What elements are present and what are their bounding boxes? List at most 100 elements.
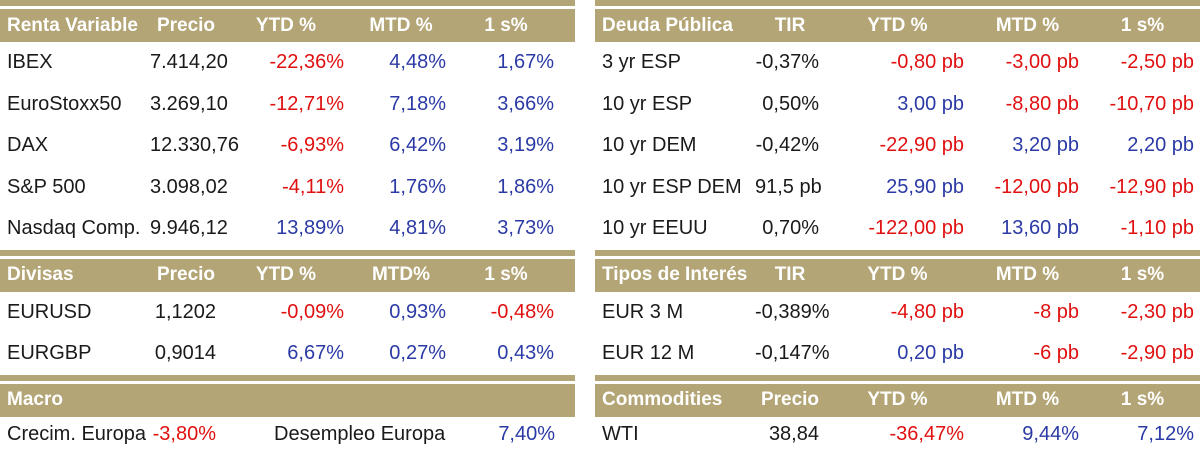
section-divider [0, 249, 575, 256]
value-cell: 4,81% [389, 217, 446, 240]
value-cell: -0,48% [490, 300, 554, 323]
value-cell: 9,44% [1022, 423, 1079, 445]
value-cell: -122,00 pb [868, 217, 964, 240]
value-cell: 0,20 pb [897, 342, 964, 365]
column-header: TIR [755, 9, 825, 42]
column-header: YTD % [825, 383, 970, 417]
section-title: Tipos de Interés [595, 258, 755, 292]
header-spacer [560, 9, 575, 42]
header-row: Macro [0, 383, 576, 417]
column-header: 1 s% [452, 9, 560, 42]
table-row: Nasdaq Comp. 9.946,12 13,89% 4,81% 3,73% [0, 208, 575, 250]
value-cell: 3.269,10 [150, 92, 228, 115]
section-divider [0, 374, 575, 381]
value-cell: 4,48% [389, 51, 446, 74]
value-cell: -0,80 pb [890, 51, 964, 74]
column-header: YTD % [222, 258, 350, 292]
row-label: 10 yr ESP DEM [602, 175, 742, 198]
value-cell: -2,30 pb [1120, 300, 1194, 323]
row-label: EURUSD [7, 300, 92, 323]
spacer-cell [560, 208, 575, 250]
value-cell: 6,67% [287, 342, 344, 365]
section-divider [0, 0, 575, 6]
value-cell: 1,76% [389, 175, 446, 198]
column-header: Precio [755, 383, 825, 417]
column-header: YTD % [222, 9, 350, 42]
row-label: IBEX [7, 51, 53, 74]
section-title: Deuda Pública [595, 9, 755, 42]
header-row: Renta Variable Precio YTD % MTD % 1 s% [0, 9, 575, 42]
table-row: EUR 12 M -0,147% 0,20 pb -6 pb -2,90 pb [595, 333, 1200, 375]
header-row: Divisas Precio YTD % MTD% 1 s% [0, 258, 575, 292]
row-label: EURGBP [7, 342, 92, 365]
table-row: 10 yr EEUU 0,70% -122,00 pb 13,60 pb -1,10 p… [595, 208, 1200, 250]
table-row: IBEX 7.414,20 -22,36% 4,48% 1,67% [0, 42, 575, 84]
value-cell: 7.414,20 [150, 51, 228, 74]
value-cell: -3,80% [152, 423, 216, 445]
row-label: Desempleo Europa [274, 423, 446, 445]
value-cell: -4,80 pb [890, 300, 964, 323]
value-cell: 7,18% [389, 92, 446, 115]
value-cell: 0,43% [497, 342, 554, 365]
macro-table: Macro Crecim. Europa -3,80% Desempleo Euro… [0, 383, 576, 453]
value-cell: 7,40% [498, 423, 556, 445]
header-spacer [560, 258, 575, 292]
row-label: EUR 3 M [602, 300, 684, 323]
row-label: 10 yr ESP [602, 92, 693, 115]
value-cell: 13,89% [276, 217, 344, 240]
column-header: MTD % [350, 9, 452, 42]
divisas-table: Divisas Precio YTD % MTD% 1 s% EURUSD 1,1… [0, 258, 575, 375]
spacer-cell [560, 84, 575, 126]
row-label: 10 yr DEM [602, 134, 697, 157]
value-cell: 3,66% [497, 92, 554, 115]
value-cell: -0,37% [755, 51, 819, 74]
section-title: Divisas [0, 258, 150, 292]
column-header: 1 s% [1085, 9, 1200, 42]
header-row: Tipos de Interés TIR YTD % MTD % 1 s% [595, 258, 1200, 292]
table-row: EuroStoxx50 3.269,10 -12,71% 7,18% 3,66% [0, 84, 575, 126]
table-row: EURGBP 0,9014 6,67% 0,27% 0,43% [0, 333, 575, 375]
section-divider [595, 249, 1200, 256]
value-cell: 0,50% [762, 92, 819, 115]
right-column: Deuda Pública TIR YTD % MTD % 1 s% 3 yr … [595, 0, 1200, 453]
table-row: 10 yr DEM -0,42% -22,90 pb 3,20 pb 2,20 pb [595, 125, 1200, 167]
table-row: 10 yr ESP DEM 91,5 pb 25,90 pb -12,00 pb -12… [595, 167, 1200, 209]
column-header: 1 s% [452, 258, 560, 292]
value-cell: -1,10 pb [1120, 217, 1194, 240]
value-cell: 25,90 pb [886, 175, 964, 198]
value-cell: -36,47% [889, 423, 965, 445]
row-label: DAX [7, 134, 49, 157]
section-deuda-publica: Deuda Pública TIR YTD % MTD % 1 s% 3 yr … [595, 0, 1200, 250]
column-header: 1 s% [1085, 383, 1200, 417]
column-header: YTD % [825, 9, 970, 42]
column-header: MTD % [970, 9, 1085, 42]
value-cell: 3,20 pb [1012, 134, 1079, 157]
deuda-publica-table: Deuda Pública TIR YTD % MTD % 1 s% 3 yr … [595, 9, 1200, 250]
table-row: DAX 12.330,76 -6,93% 6,42% 3,19% [0, 125, 575, 167]
section-renta-variable: Renta Variable Precio YTD % MTD % 1 s% I… [0, 0, 575, 250]
row-label: S&P 500 [7, 175, 86, 198]
section-divider [595, 0, 1200, 6]
value-cell: 2,20 pb [1127, 134, 1194, 157]
section-commodities: Commodities Precio YTD % MTD % 1 s% WTI 3… [595, 374, 1200, 453]
value-cell: -2,90 pb [1120, 342, 1194, 365]
row-label: EuroStoxx50 [7, 92, 122, 115]
value-cell: -6 pb [1033, 342, 1079, 365]
value-cell: 0,27% [389, 342, 446, 365]
value-cell: 0,9014 [154, 342, 216, 365]
value-cell: -10,70 pb [1109, 92, 1194, 115]
section-title: Macro [0, 383, 576, 417]
row-label: 3 yr ESP [602, 51, 681, 74]
table-row: S&P 500 3.098,02 -4,11% 1,76% 1,86% [0, 167, 575, 209]
spacer-cell [560, 333, 575, 375]
column-header: MTD% [350, 258, 452, 292]
spacer-cell [560, 42, 575, 84]
table-row: Crecim. Europa -3,80% Desempleo Europa 7,40… [0, 417, 575, 453]
value-cell: -2,50 pb [1120, 51, 1194, 74]
section-tipos-interes: Tipos de Interés TIR YTD % MTD % 1 s% EU… [595, 249, 1200, 375]
section-title: Renta Variable [0, 9, 150, 42]
value-cell: 91,5 pb [755, 175, 822, 198]
column-header: YTD % [825, 258, 970, 292]
section-divider [595, 374, 1200, 381]
value-cell: 7,12% [1137, 423, 1194, 445]
